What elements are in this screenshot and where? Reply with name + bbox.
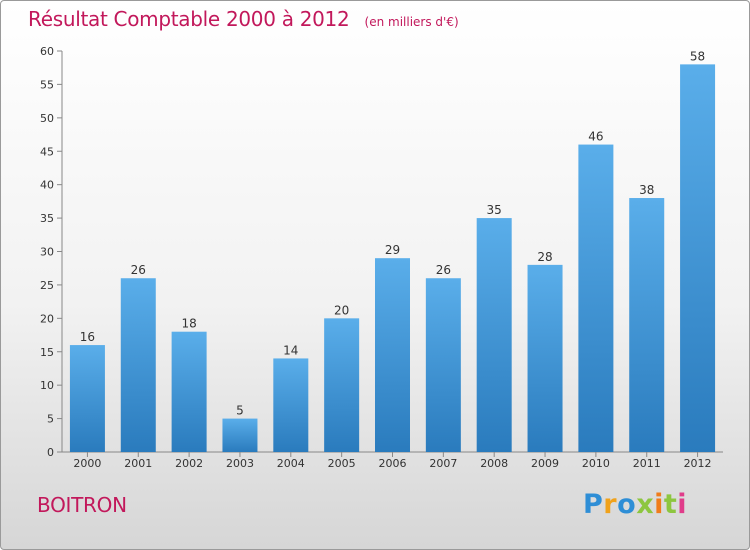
x-tick-label: 2012 <box>684 457 712 470</box>
bar <box>324 318 360 452</box>
y-tick-label: 45 <box>40 145 54 158</box>
x-tick-label: 2004 <box>277 457 305 470</box>
data-label: 28 <box>537 250 552 264</box>
y-tick-label: 0 <box>47 446 54 459</box>
x-tick-label: 2005 <box>328 457 356 470</box>
chart-subtitle: (en milliers d'€) <box>364 15 459 29</box>
logo-letter: i <box>654 489 664 520</box>
bar <box>680 64 716 452</box>
x-tick-label: 2002 <box>175 457 203 470</box>
x-tick-label: 2003 <box>226 457 254 470</box>
x-tick-label: 2001 <box>124 457 152 470</box>
x-tick-label: 2008 <box>480 457 508 470</box>
chart-title: Résultat Comptable 2000 à 2012 <box>28 7 350 31</box>
data-label: 18 <box>181 317 196 331</box>
y-tick-label: 10 <box>40 379 54 392</box>
data-label: 16 <box>80 330 95 344</box>
data-label: 20 <box>334 303 349 317</box>
logo-letter: r <box>603 489 618 520</box>
bar <box>222 418 258 452</box>
logo-letter: t <box>663 489 678 520</box>
bar <box>527 264 563 452</box>
logo-letter: P <box>583 489 604 520</box>
data-label: 46 <box>588 130 603 144</box>
bar <box>171 331 207 452</box>
bar <box>120 278 156 452</box>
logo-letter: x <box>636 489 655 520</box>
data-label: 5 <box>236 404 244 418</box>
y-tick-label: 55 <box>40 78 54 91</box>
bar <box>69 345 105 452</box>
data-label: 35 <box>487 203 502 217</box>
x-tick-label: 2010 <box>582 457 610 470</box>
x-tick-label: 2009 <box>531 457 559 470</box>
bar <box>629 198 665 452</box>
y-tick-label: 20 <box>40 312 54 325</box>
data-label: 29 <box>385 243 400 257</box>
y-tick-label: 35 <box>40 212 54 225</box>
x-tick-label: 2006 <box>379 457 407 470</box>
y-tick-label: 40 <box>40 179 54 192</box>
y-tick-label: 50 <box>40 112 54 125</box>
y-tick-label: 25 <box>40 279 54 292</box>
x-tick-label: 2000 <box>73 457 101 470</box>
x-tick-label: 2007 <box>429 457 457 470</box>
data-label: 26 <box>131 263 146 277</box>
logo-letter: o <box>617 489 637 520</box>
y-tick-label: 5 <box>47 413 54 426</box>
bar <box>578 144 614 453</box>
title-row: Résultat Comptable 2000 à 2012 (en milli… <box>28 7 459 31</box>
bar <box>425 278 461 452</box>
bar <box>476 218 512 452</box>
y-tick-label: 15 <box>40 346 54 359</box>
bar <box>273 358 309 452</box>
logo-letter: i <box>677 489 688 520</box>
bar <box>375 258 410 452</box>
data-label: 26 <box>436 263 451 277</box>
y-tick-label: 60 <box>40 45 54 58</box>
data-label: 58 <box>690 49 705 63</box>
data-label: 14 <box>283 343 298 357</box>
data-label: 38 <box>639 183 654 197</box>
place-name: BOITRON <box>37 493 127 517</box>
y-tick-label: 30 <box>40 246 54 259</box>
x-tick-label: 2011 <box>633 457 661 470</box>
